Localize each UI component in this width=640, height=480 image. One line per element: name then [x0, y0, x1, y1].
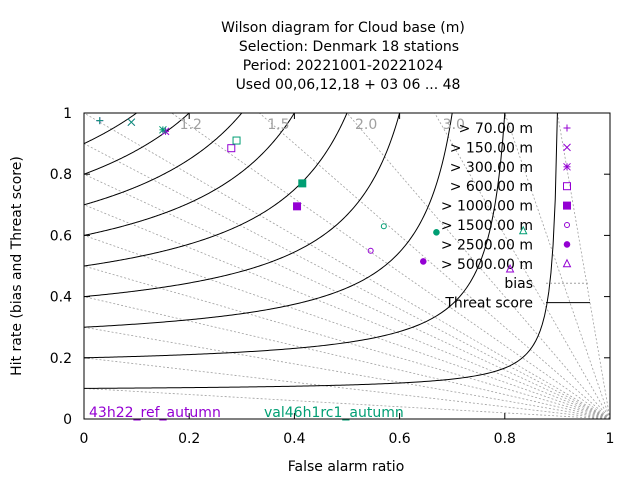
- filled-circle-marker: [419, 258, 427, 265]
- circle-marker: [380, 223, 387, 230]
- threat-score-curve: [84, 113, 506, 359]
- triangle-marker: [562, 258, 572, 268]
- title-line-1: Wilson diagram for Cloud base (m): [221, 20, 465, 36]
- bias-line: [84, 296, 610, 419]
- square-marker: [227, 144, 236, 153]
- circle-marker: [367, 247, 374, 254]
- bias-label: 3.0: [443, 117, 465, 133]
- title-line-2: Selection: Denmark 18 stations: [239, 39, 459, 55]
- legend-entry-label: > 1000.00 m: [441, 199, 533, 215]
- filled-square-marker: [293, 202, 302, 211]
- filled-square-marker: [298, 179, 307, 188]
- bias-label: 2.0: [355, 117, 377, 133]
- bias-line: [504, 113, 610, 419]
- circle-marker: [564, 222, 570, 228]
- threat-score-curves: [84, 113, 558, 389]
- triangle-marker: [505, 263, 515, 273]
- x-tick-label: 0.8: [494, 431, 516, 447]
- y-tick-label: 0: [63, 412, 72, 428]
- bias-line: [259, 113, 610, 419]
- plus-marker: [96, 117, 104, 125]
- legend-entry-label: > 70.00 m: [459, 121, 533, 137]
- legend-entry-label: > 5000.00 m: [441, 257, 533, 273]
- filled-circle-marker: [433, 229, 440, 236]
- filled-circle-marker: [563, 241, 571, 248]
- bias-line: [84, 173, 610, 419]
- star-marker: [159, 125, 167, 134]
- y-tick-label: 0.6: [50, 228, 72, 244]
- footer-right-experiment: val46h1rc1_autumn: [264, 405, 404, 421]
- bias-line: [171, 113, 610, 419]
- legend-bias-label: bias: [504, 276, 533, 292]
- bias-line: [84, 326, 610, 419]
- square-marker: [563, 182, 571, 191]
- x-tick-label: 0.2: [178, 431, 200, 447]
- threat-score-curve: [84, 113, 558, 389]
- cross-marker: [127, 118, 136, 127]
- y-tick-label: 0.8: [50, 167, 72, 183]
- y-tick-label: 0.4: [50, 290, 72, 306]
- legend-threat-label: Threat score: [444, 296, 533, 312]
- cross-marker: [563, 143, 571, 152]
- triangle-marker: [518, 225, 528, 235]
- star-marker: [563, 162, 571, 171]
- plus-marker: [563, 124, 571, 132]
- threat-score-curve: [84, 113, 243, 206]
- threat-score-curve: [84, 113, 401, 298]
- x-axis-label: False alarm ratio: [288, 459, 405, 475]
- y-tick-label: 1: [63, 106, 72, 122]
- legend-entry-label: > 600.00 m: [450, 179, 533, 195]
- bias-line: [84, 235, 610, 419]
- x-tick-label: 0.6: [388, 431, 410, 447]
- bias-line: [84, 113, 610, 419]
- legend-entry-label: > 150.00 m: [450, 140, 533, 156]
- plot-frame: [83, 112, 611, 420]
- threat-score-curve: [84, 113, 295, 236]
- legend-entry-label: > 1500.00 m: [441, 218, 533, 234]
- bias-line: [84, 357, 610, 419]
- x-axis-ticks: 0 0.2 0.4 0.6 0.8 1: [80, 113, 615, 447]
- x-tick-label: 0: [80, 431, 89, 447]
- data-markers: [96, 117, 528, 273]
- x-tick-label: 1: [606, 431, 615, 447]
- footer-left-experiment: 43h22_ref_autumn: [89, 405, 221, 421]
- chart-title: Wilson diagram for Cloud base (m) Select…: [221, 20, 465, 93]
- title-line-3: Period: 20221001-20221024: [243, 58, 443, 74]
- y-axis-label: Hit rate (bias and Threat score): [9, 156, 25, 376]
- y-axis-ticks: 0 0.2 0.4 0.6 0.8 1: [50, 106, 610, 428]
- y-tick-label: 0.2: [50, 351, 72, 367]
- bias-labels: 1.2 1.5 2.0 3.0: [180, 117, 465, 133]
- legend-entry-label: > 2500.00 m: [441, 237, 533, 253]
- filled-square-marker: [563, 201, 571, 210]
- square-marker: [232, 136, 241, 145]
- bias-line: [434, 113, 610, 419]
- bias-label: 1.2: [180, 117, 202, 133]
- bias-label: 1.5: [267, 117, 289, 133]
- legend: > 70.00 m > 150.00 m > 300.00 m > 600.00 m >…: [441, 121, 590, 312]
- x-tick-label: 0.4: [283, 431, 305, 447]
- title-line-4: Used 00,06,12,18 + 03 06 ... 48: [236, 77, 461, 93]
- threat-score-curve: [84, 113, 190, 175]
- legend-entry-label: > 300.00 m: [450, 160, 533, 176]
- bias-line: [84, 143, 610, 419]
- bias-line: [84, 204, 610, 419]
- threat-score-curve: [84, 113, 453, 328]
